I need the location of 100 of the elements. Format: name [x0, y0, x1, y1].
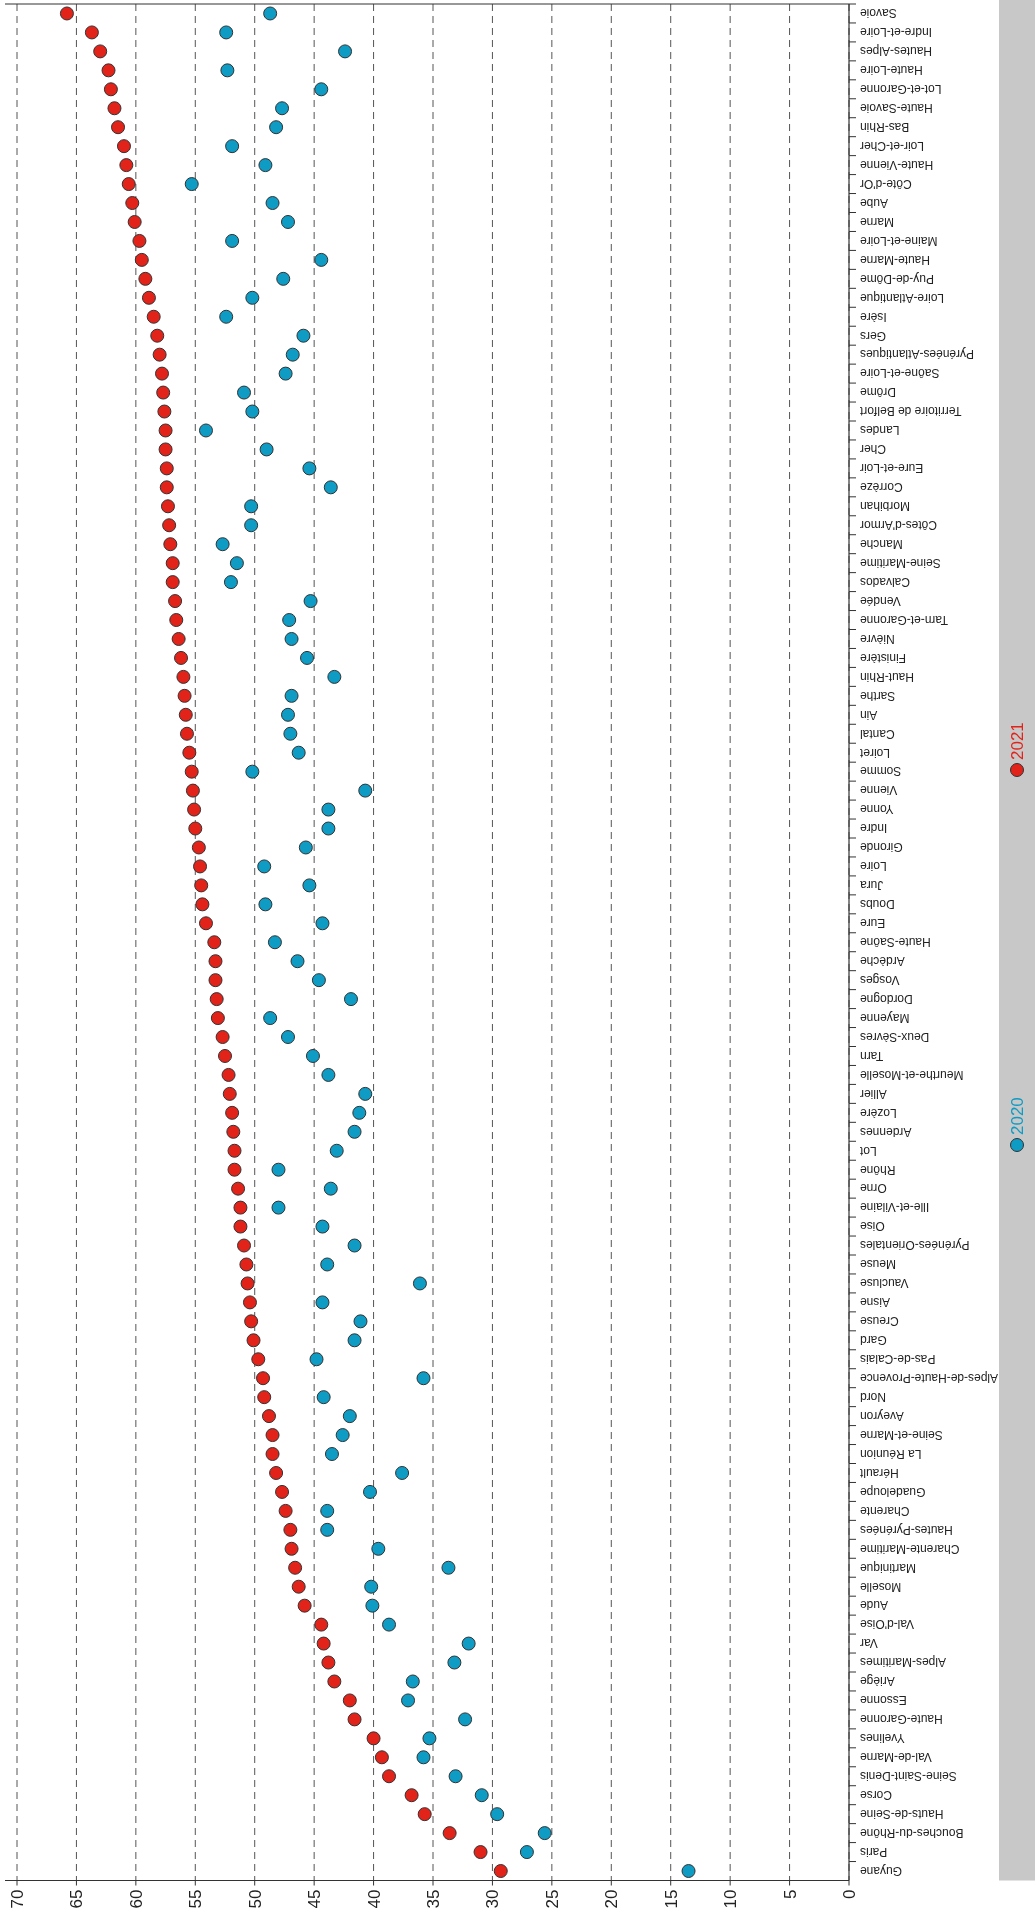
y-tick-label: Aisne [859, 1295, 891, 1310]
y-tick-label: Territoire de Belfort [859, 404, 962, 419]
y-tick-label: Drôme [859, 385, 897, 400]
y-tick-label: Indre-et-Loire [859, 25, 933, 40]
x-tick-label: 30 [483, 1889, 503, 1909]
y-tick-label: Finistère [859, 650, 907, 665]
y-tick-label: Charente-Maritime [859, 1541, 960, 1556]
x-tick-label: 60 [126, 1889, 146, 1909]
x-tick-label: 25 [542, 1889, 562, 1909]
y-tick-label: Alpes-Maritimes [860, 1655, 947, 1670]
y-tick-label: Manche [859, 537, 903, 551]
y-tick-label: Haute-Vienne [859, 157, 934, 172]
y-tick-label: Puy-de-Dôme [859, 271, 935, 286]
x-tick-label: 15 [661, 1889, 681, 1909]
y-tick-label: Ille-et-Vilaine [859, 1200, 930, 1215]
y-tick-label: Tarn-et-Garonne [859, 612, 949, 627]
y-tick-label: Vienne [859, 783, 898, 798]
y-tick-label: Charente [859, 1503, 910, 1518]
x-tick-label: 55 [186, 1889, 206, 1909]
y-tick-label: Yonne [859, 802, 894, 817]
y-tick-label: Corrèze [859, 480, 903, 495]
x-tick-label: 35 [423, 1889, 443, 1909]
y-tick-label: Isère [859, 309, 887, 324]
y-tick-label: Haute-Savoie [859, 101, 933, 116]
y-tick-label: Martinique [859, 1560, 917, 1575]
x-tick-label: 10 [721, 1889, 741, 1909]
y-tick-label: Moselle [859, 1579, 902, 1594]
x-tick-label: 20 [602, 1889, 622, 1909]
y-tick-label: Aube [859, 195, 889, 210]
y-tick-label: Hauts-de-Seine [859, 1806, 944, 1821]
y-tick-label: Loiret [859, 745, 891, 760]
y-tick-label: La Réunion [860, 1446, 922, 1461]
y-tick-label: Bouches-du-Rhône [859, 1825, 964, 1840]
y-tick-label: Guadeloupe [859, 1484, 926, 1499]
y-tick-label: Tarn [860, 1048, 884, 1063]
x-tick-label: 40 [364, 1889, 384, 1909]
y-tick-label: Landes [860, 423, 900, 438]
y-tick-label: Aveyron [860, 1408, 904, 1423]
y-tick-label: Aude [859, 1598, 889, 1613]
y-tick-label: Mayenne [859, 1010, 910, 1025]
x-tick-label: 50 [245, 1889, 265, 1909]
y-tick-label: Côtes-d'Armor [860, 518, 937, 533]
text: 2020 [1007, 1097, 1027, 1135]
y-tick-label: Meurthe-et-Moselle [859, 1067, 964, 1082]
y-tick-label: Nord [860, 1389, 887, 1404]
y-tick-label: Cantal [860, 726, 895, 741]
y-tick-label: Loir-et-Cher [860, 138, 925, 153]
y-tick-label: Dordogne [859, 991, 913, 1006]
y-tick-label: Gironde [859, 840, 903, 855]
y-tick-label: Indre [859, 821, 888, 836]
y-tick-label: Var [860, 1636, 878, 1651]
y-tick-label: Lot [859, 1143, 877, 1158]
y-tick-label: Vaucluse [859, 1276, 909, 1291]
y-tick-label: Seine-Saint-Denis [860, 1769, 957, 1784]
y-tick-label: Corse [859, 1788, 893, 1802]
y-tick-label: Haute-Garonne [859, 1712, 943, 1727]
x-tick-label: 65 [67, 1889, 87, 1909]
y-tick-label: Seine-Maritime [859, 555, 941, 570]
x-tick-label: 70 [7, 1889, 27, 1909]
y-tick-label: Sarthe [859, 688, 896, 703]
y-tick-label: Loire-Atlantique [859, 290, 945, 305]
y-tick-label: Savoie [859, 6, 897, 21]
y-tick-label: Vendée [859, 593, 901, 608]
y-tick-label: Seine-et-Marne [859, 1427, 943, 1442]
y-tick-label: Paris [860, 1844, 888, 1859]
y-tick-label: Creuse [859, 1314, 899, 1329]
y-tick-label: Calvados [860, 574, 911, 589]
y-tick-label: Meuse [859, 1257, 897, 1272]
y-tick-label: Côte-d'Or [860, 176, 912, 191]
y-tick-label: Oise [859, 1219, 885, 1234]
x-tick-label: 45 [305, 1889, 325, 1909]
y-tick-label: Somme [859, 764, 902, 779]
y-tick-label: Haute-Marne [859, 252, 931, 267]
y-tick-label: Lot-et-Garonne [859, 82, 942, 97]
y-tick-label: Allier [860, 1086, 887, 1101]
y-tick-label: Haut-Rhin [860, 669, 915, 684]
y-tick-label: Pas-de-Calais [860, 1352, 936, 1367]
y-tick-label: Nièvre [859, 631, 895, 646]
y-tick-label: Gard [860, 1333, 887, 1348]
y-tick-label: Cher [860, 442, 887, 457]
y-tick-label: Ardennes [860, 1124, 912, 1139]
y-tick-label: Gers [860, 328, 887, 343]
y-tick-label: Yvelines [860, 1731, 905, 1746]
x-tick-label: 0 [839, 1889, 859, 1899]
y-tick-label: Haute-Saône [859, 935, 931, 950]
y-tick-label: Vosges [860, 972, 900, 987]
y-tick-label: Hérault [859, 1465, 899, 1480]
y-tick-label: Orne [859, 1181, 887, 1196]
text: 2021 [1007, 722, 1027, 760]
y-tick-label: Ain [860, 707, 878, 722]
y-tick-label: Hautes-Pyrénées [860, 1522, 953, 1537]
y-tick-label: Marne [859, 214, 895, 229]
y-tick-label: Morbihan [860, 499, 911, 514]
y-tick-label: Pyrénées-Orientales [860, 1238, 970, 1253]
y-tick-label: Essonne [859, 1693, 907, 1708]
y-tick-label: Saône-et-Loire [859, 366, 940, 381]
y-tick-label: Loire [859, 859, 887, 874]
y-tick-label: Doubs [860, 897, 895, 912]
y-tick-label: Guyane [859, 1863, 903, 1878]
y-tick-label: Deux-Sèvres [860, 1029, 930, 1044]
